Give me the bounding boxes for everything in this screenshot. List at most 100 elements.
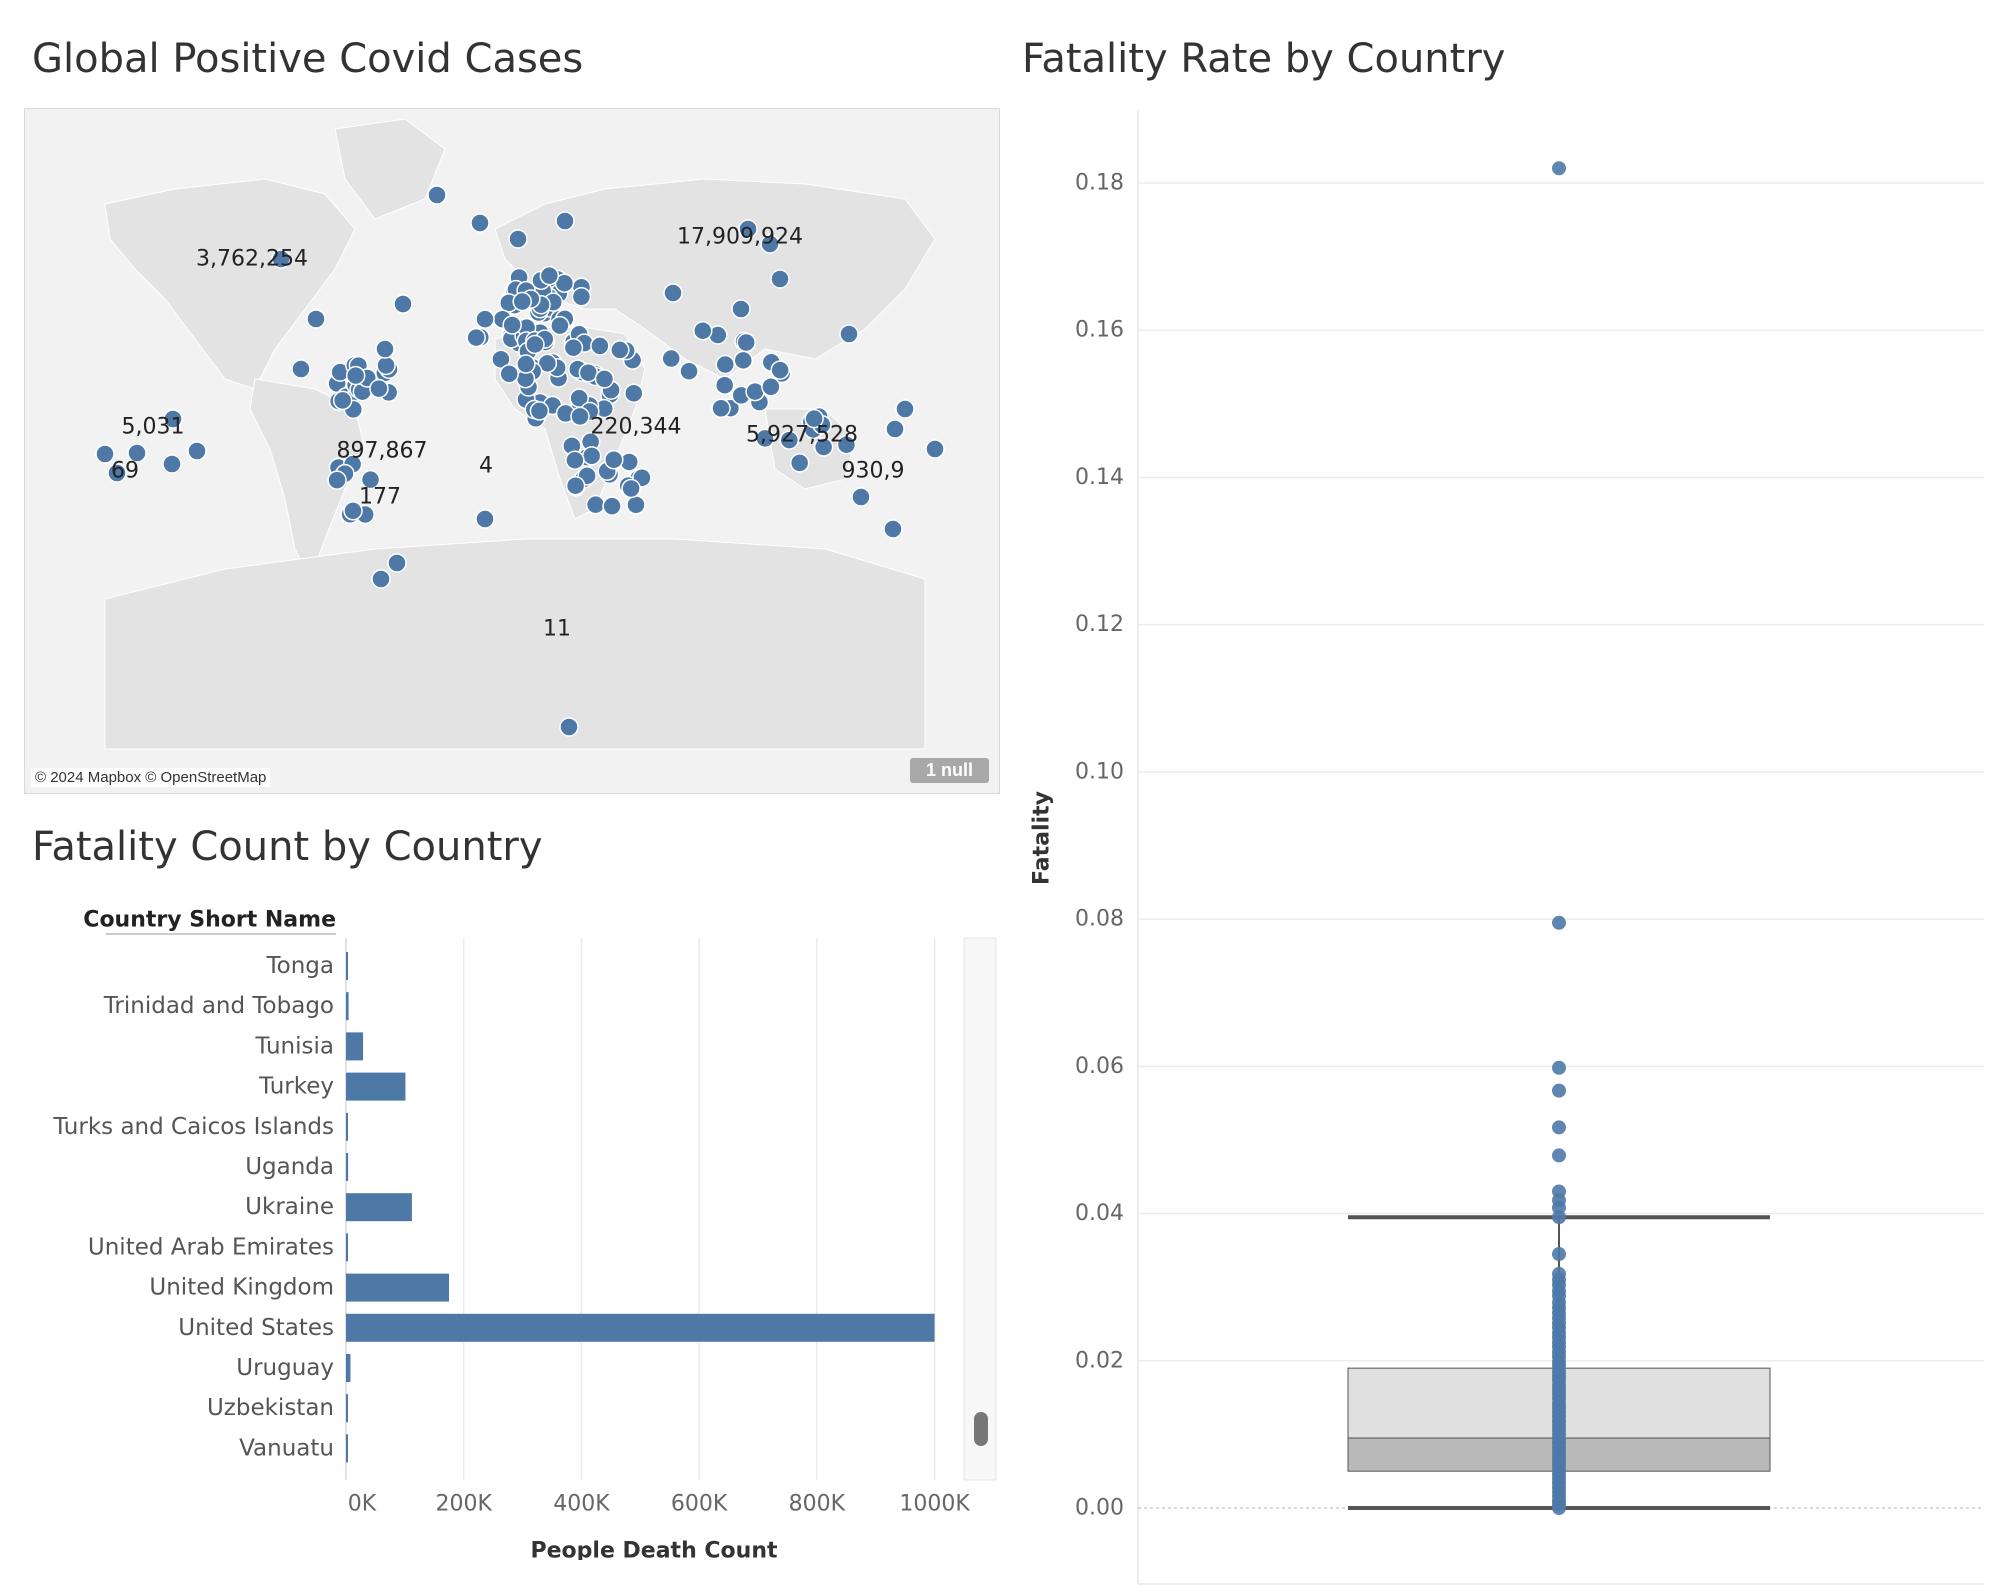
case-marker[interactable] [925,439,945,459]
bar[interactable] [346,1434,348,1463]
case-marker[interactable] [883,519,903,539]
case-marker[interactable] [738,219,758,239]
case-marker[interactable] [550,315,570,336]
bar[interactable] [346,992,349,1021]
case-marker[interactable] [755,428,775,449]
case-marker[interactable] [525,334,545,355]
case-marker[interactable] [512,291,532,312]
case-marker[interactable] [187,441,207,461]
bar[interactable] [346,1193,412,1222]
bar[interactable] [346,1112,348,1141]
case-marker[interactable] [836,434,857,455]
case-marker[interactable] [95,444,115,464]
case-marker[interactable] [466,327,486,348]
data-point[interactable] [1552,1083,1566,1098]
case-marker[interactable] [107,463,127,483]
case-marker[interactable] [590,336,610,356]
case-marker[interactable] [602,496,622,516]
case-marker[interactable] [427,185,447,205]
case-marker[interactable] [581,446,602,466]
case-marker[interactable] [661,348,681,369]
case-marker[interactable] [345,365,366,386]
data-point[interactable] [1552,161,1566,176]
data-point[interactable] [1552,915,1566,930]
case-marker[interactable] [491,349,511,369]
case-marker[interactable] [570,406,590,427]
case-marker[interactable] [715,354,736,375]
case-marker[interactable] [371,569,391,589]
case-marker[interactable] [714,375,735,395]
case-marker[interactable] [559,717,579,737]
case-marker[interactable] [693,320,713,341]
case-marker[interactable] [565,475,586,496]
case-marker[interactable] [770,360,790,380]
case-marker[interactable] [332,390,353,411]
case-marker[interactable] [360,469,381,490]
case-marker[interactable] [508,229,528,249]
case-marker[interactable] [578,362,599,383]
case-marker[interactable] [163,409,183,429]
case-marker[interactable] [711,398,731,418]
data-point[interactable] [1552,1501,1566,1515]
case-marker[interactable] [594,369,615,389]
case-marker[interactable] [626,495,646,515]
case-marker[interactable] [563,337,584,358]
case-marker[interactable] [770,269,790,289]
case-marker[interactable] [475,309,495,329]
case-marker[interactable] [529,401,550,421]
case-marker[interactable] [343,501,363,521]
case-marker[interactable] [499,364,519,384]
data-point[interactable] [1552,1200,1566,1215]
bar[interactable] [346,1354,351,1382]
data-point[interactable] [1552,1148,1566,1163]
case-marker[interactable] [539,265,560,286]
case-marker[interactable] [610,340,630,360]
bar[interactable] [346,1394,348,1423]
case-marker[interactable] [789,453,810,473]
case-marker[interactable] [162,454,182,474]
case-marker[interactable] [306,309,326,329]
case-marker[interactable] [475,509,495,529]
case-marker[interactable] [621,478,641,499]
world-map[interactable]: 3,762,254 17,909,924 5,031 897,867 4 220,344 5… [24,108,1000,794]
case-marker[interactable] [291,359,311,379]
case-marker[interactable] [585,494,606,515]
null-badge[interactable]: 1 null [909,758,989,783]
case-marker[interactable] [537,353,558,374]
case-marker[interactable] [470,213,490,233]
case-marker[interactable] [885,419,905,439]
case-marker[interactable] [604,449,624,470]
case-marker[interactable] [571,286,592,307]
case-marker[interactable] [779,430,800,450]
case-marker[interactable] [375,339,395,359]
case-marker[interactable] [733,350,754,371]
case-marker[interactable] [327,470,347,490]
case-marker[interactable] [804,408,824,429]
data-point[interactable] [1552,1120,1566,1135]
scroll-thumb[interactable] [974,1412,988,1446]
data-point[interactable] [1552,1247,1566,1262]
bar[interactable] [346,1313,935,1342]
data-point[interactable] [1552,1210,1566,1225]
case-marker[interactable] [393,294,413,314]
bar[interactable] [346,1273,449,1302]
case-marker[interactable] [813,437,834,457]
scroll-track[interactable] [963,937,997,1481]
case-marker[interactable] [376,355,396,376]
bar[interactable] [346,1153,349,1181]
data-point[interactable] [1552,1060,1566,1075]
case-marker[interactable] [839,324,859,344]
bar[interactable] [346,1072,406,1101]
bar[interactable] [346,1233,348,1262]
case-marker[interactable] [895,399,915,419]
case-marker[interactable] [502,315,522,335]
case-marker[interactable] [271,249,291,269]
case-marker[interactable] [663,283,683,303]
case-marker[interactable] [565,450,585,470]
case-marker[interactable] [369,378,389,399]
case-marker[interactable] [736,332,756,353]
case-marker[interactable] [851,487,871,507]
bar[interactable] [346,952,348,980]
case-marker[interactable] [387,553,407,573]
case-marker[interactable] [731,299,751,319]
